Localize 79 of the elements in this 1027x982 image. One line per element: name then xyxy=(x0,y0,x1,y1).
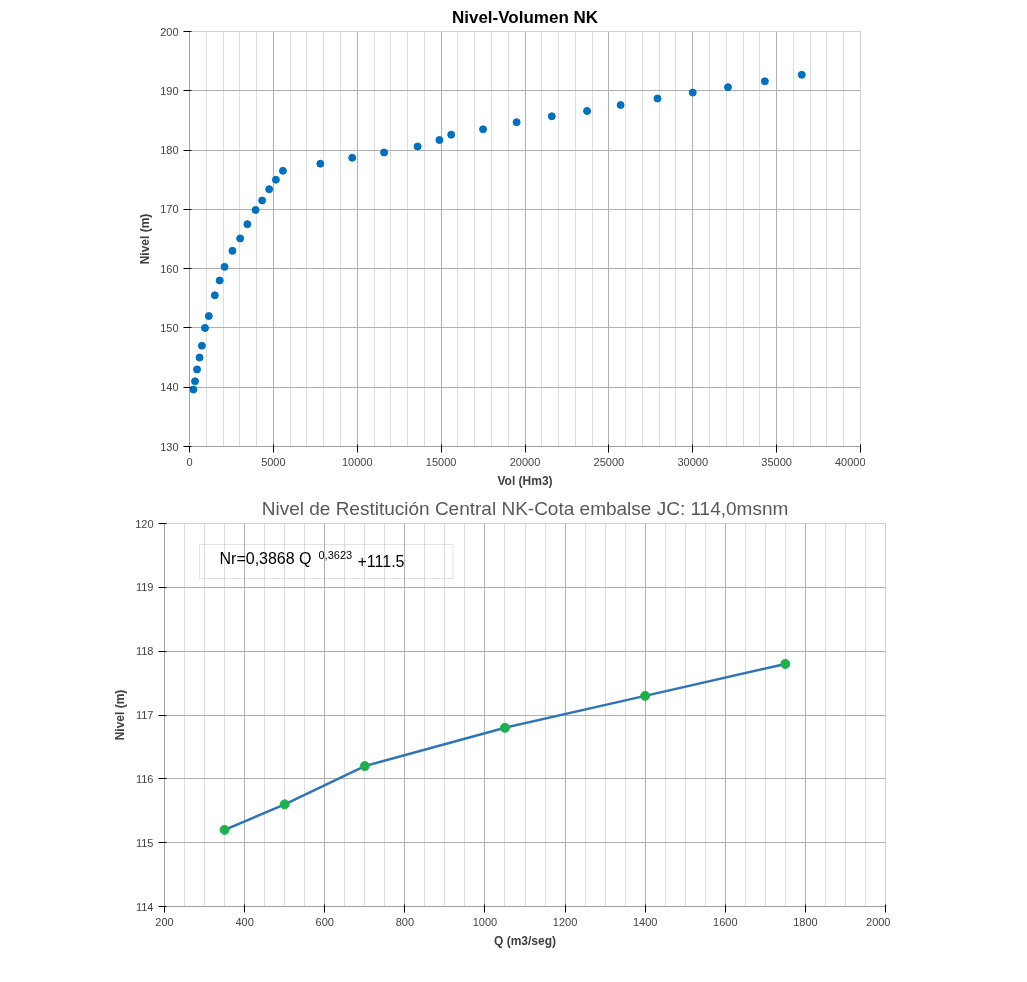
x-tick-label: 600 xyxy=(315,915,334,928)
point xyxy=(380,148,389,157)
x-tick-label: 1600 xyxy=(713,915,738,928)
y-tick-label: 118 xyxy=(135,645,154,658)
x-tick-label: 30000 xyxy=(677,455,709,468)
y-tick-label: 116 xyxy=(135,772,154,785)
point xyxy=(512,118,521,127)
point xyxy=(243,220,252,229)
y-axis-title: Nivel (m) xyxy=(113,689,128,741)
point xyxy=(547,112,556,121)
point xyxy=(220,262,229,271)
y-tick-label: 119 xyxy=(135,581,154,594)
x-tick-label: 1200 xyxy=(552,915,578,928)
point xyxy=(316,159,325,168)
point xyxy=(210,291,219,300)
point xyxy=(197,341,206,350)
x-tick-label: 1000 xyxy=(472,915,498,928)
point xyxy=(219,824,230,835)
x-tick-label: 800 xyxy=(395,915,415,928)
point xyxy=(479,125,488,134)
point xyxy=(359,761,370,772)
point xyxy=(201,323,210,332)
y-tick-label: 160 xyxy=(160,262,179,275)
point xyxy=(251,205,260,214)
point xyxy=(228,246,237,255)
y-tick-label: 140 xyxy=(160,381,179,394)
x-tick-label: 20000 xyxy=(509,455,541,468)
chart-title: Nivel de Restitución Central NK-Cota embalse JC: 114,0msnm xyxy=(261,497,789,519)
point xyxy=(640,690,651,701)
point xyxy=(760,77,769,86)
point xyxy=(193,365,202,374)
point xyxy=(195,353,204,362)
point xyxy=(271,175,280,184)
point xyxy=(204,312,213,321)
y-tick-label: 130 xyxy=(160,440,179,453)
y-axis-title: Nivel (m) xyxy=(138,213,153,265)
point xyxy=(348,153,357,162)
y-tick-label: 120 xyxy=(135,517,154,530)
x-axis-title: Q (m3/seg) xyxy=(493,933,557,948)
y-tick-label: 150 xyxy=(160,321,179,334)
point xyxy=(688,88,697,97)
point xyxy=(258,196,267,205)
y-tick-label: 114 xyxy=(135,900,154,913)
point xyxy=(191,377,200,386)
point xyxy=(265,185,274,194)
chart-title: Nivel-Volumen NK xyxy=(451,7,599,27)
x-tick-label: 15000 xyxy=(425,455,457,468)
point xyxy=(278,166,287,175)
point xyxy=(215,276,224,285)
y-tick-label: 115 xyxy=(135,836,154,849)
y-tick-label: 190 xyxy=(160,84,179,97)
x-tick-label: 0 xyxy=(186,455,193,468)
point xyxy=(499,722,510,733)
point xyxy=(279,799,290,810)
y-tick-label: 170 xyxy=(160,203,179,216)
x-tick-label: 5000 xyxy=(261,455,286,468)
point xyxy=(189,385,198,394)
x-tick-label: 25000 xyxy=(593,455,625,468)
point xyxy=(780,658,791,669)
y-tick-label: 200 xyxy=(160,25,179,38)
x-tick-label: 400 xyxy=(235,915,254,928)
x-tick-label: 10000 xyxy=(341,455,373,468)
point xyxy=(653,94,662,103)
x-tick-label: 1400 xyxy=(632,915,658,928)
point xyxy=(797,70,806,79)
x-tick-label: 2000 xyxy=(866,915,891,928)
point xyxy=(435,136,444,144)
point xyxy=(583,106,592,115)
point xyxy=(236,234,245,243)
point xyxy=(616,101,625,110)
point xyxy=(447,130,456,139)
x-tick-label: 40000 xyxy=(834,455,866,468)
y-tick-label: 117 xyxy=(135,709,154,721)
x-tick-label: 1800 xyxy=(793,915,818,928)
point xyxy=(723,83,732,92)
y-tick-label: 180 xyxy=(160,144,179,157)
x-tick-label: 35000 xyxy=(761,455,792,468)
x-axis-title: Vol (Hm3) xyxy=(497,473,553,488)
point xyxy=(413,142,422,151)
